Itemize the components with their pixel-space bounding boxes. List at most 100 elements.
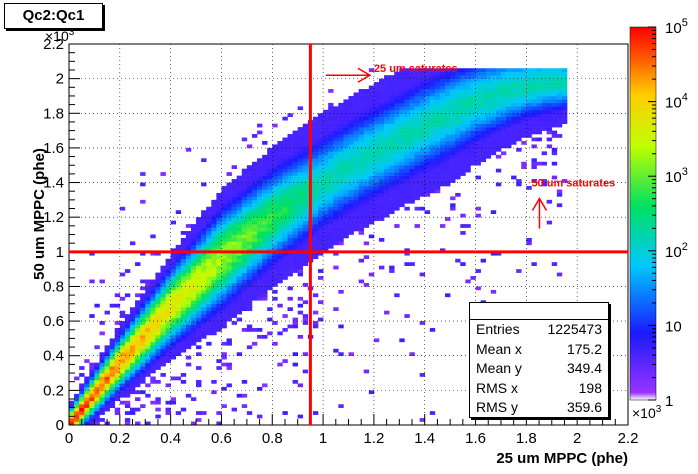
heatmap-cell [551,71,558,76]
heatmap-cell [297,203,304,208]
heatmap-cell [282,269,288,273]
heatmap-cell [343,158,349,163]
heatmap-cell [160,286,166,291]
heatmap-cell [190,265,197,270]
heatmap-cell [150,338,156,343]
heatmap-cell [455,151,461,156]
heatmap-cell [465,82,471,86]
heatmap-cell [211,390,217,395]
heatmap-cell [236,282,243,287]
heatmap-cell [434,123,441,128]
heatmap-cell [150,321,156,325]
heatmap-cell [226,262,232,266]
heatmap-cell [206,276,212,280]
heatmap-cell [297,262,304,266]
heatmap-cell [480,134,487,138]
heatmap-cell [368,106,375,111]
heatmap-cell [297,140,304,145]
heatmap-cell [450,106,456,111]
heatmap-cell [272,206,278,211]
heatmap-cell [287,251,293,256]
heatmap-cell [318,130,324,135]
heatmap-cell [287,220,293,225]
arrow-right-head [357,67,372,83]
heatmap-cell [475,123,481,128]
heatmap-cell [175,324,182,329]
heatmap-cell [175,334,182,339]
heatmap-cell [211,331,217,336]
heatmap-cell [89,383,95,388]
heatmap-cell [201,324,207,329]
heatmap-cell [211,231,217,235]
heatmap-cell [170,220,177,225]
heatmap-cell [282,210,288,215]
heatmap-cell [257,196,263,201]
heatmap-cell [216,213,222,218]
heatmap-cell [500,120,507,124]
heatmap-cell [333,237,339,242]
heatmap-cell [424,144,431,149]
heatmap-cell [282,186,288,190]
heatmap-cell [211,206,217,211]
heatmap-cell [135,376,141,381]
heatmap-cell [378,92,385,97]
heatmap-cell [531,165,537,169]
heatmap-cell [455,147,461,152]
heatmap-cell [312,213,319,218]
heatmap-cell [546,75,553,79]
heatmap-cell [175,272,182,277]
heatmap-cell [251,248,258,253]
heatmap-cell [460,213,466,218]
stats-box: Entries 1225473 Mean x 175.2 Mean y 349.4 R… [469,302,609,418]
heatmap-cell [368,175,375,180]
heatmap-cell [439,89,446,93]
heatmap-cell [262,293,268,298]
heatmap-cell [175,352,182,357]
heatmap-cell [251,186,258,190]
heatmap-cell [297,199,304,204]
heatmap-cell [394,196,400,201]
heatmap-cell [338,210,344,215]
heatmap-cell [353,217,359,221]
heatmap-cell [394,203,400,208]
heatmap-cell [389,158,395,163]
heatmap-cell [404,85,410,90]
heatmap-cell [155,328,161,332]
heatmap-cell [180,289,187,294]
heatmap-cell [170,279,177,284]
heatmap-cell [312,310,319,315]
heatmap-cell [439,68,446,73]
heatmap-cell [526,120,532,124]
heatmap-cell [190,338,197,343]
heatmap-cell [124,334,131,339]
heatmap-cell [323,127,329,131]
heatmap-cell [394,102,400,107]
heatmap-cell [196,338,202,343]
heatmap-cell [353,192,359,197]
heatmap-cell [404,168,410,173]
heatmap-cell [262,231,268,235]
y-axis-label: 50 um MPPC (phe) [31,148,48,280]
heatmap-cell [480,258,487,263]
heatmap-cell [338,113,344,118]
heatmap-cell [272,154,278,159]
heatmap-cell [348,120,354,124]
heatmap-cell [287,248,293,253]
heatmap-cell [541,120,547,124]
heatmap-cell [394,82,400,86]
heatmap-cell [145,338,151,343]
heatmap-cell [246,251,253,256]
heatmap-cell [226,258,232,263]
heatmap-cell [241,269,248,273]
heatmap-cell [521,92,527,97]
heatmap-cell [262,224,268,228]
heatmap-cell [465,168,471,173]
heatmap-cell [160,269,166,273]
heatmap-cell [236,352,243,357]
heatmap-cell [175,265,182,270]
heatmap-cell [368,203,375,208]
heatmap-cell [521,165,527,169]
heatmap-cell [282,192,288,197]
heatmap-cell [119,362,126,367]
heatmap-cell [470,276,476,280]
